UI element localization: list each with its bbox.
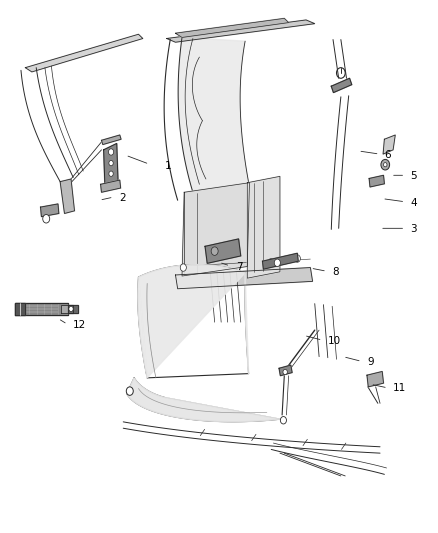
- Text: 8: 8: [332, 267, 339, 277]
- Text: 5: 5: [410, 172, 417, 181]
- Polygon shape: [205, 239, 241, 263]
- Polygon shape: [182, 183, 250, 276]
- Circle shape: [294, 255, 300, 262]
- Circle shape: [43, 215, 49, 223]
- Circle shape: [274, 259, 280, 266]
- Polygon shape: [102, 135, 121, 144]
- Circle shape: [211, 247, 218, 255]
- Polygon shape: [279, 365, 292, 376]
- Polygon shape: [367, 372, 384, 387]
- Circle shape: [280, 417, 286, 424]
- Circle shape: [283, 369, 287, 375]
- Polygon shape: [15, 303, 67, 316]
- Circle shape: [381, 159, 390, 170]
- Polygon shape: [25, 34, 143, 72]
- Polygon shape: [247, 176, 280, 278]
- Polygon shape: [67, 305, 78, 313]
- Circle shape: [109, 160, 113, 166]
- Text: 10: 10: [328, 336, 341, 346]
- Text: 9: 9: [367, 357, 374, 367]
- Circle shape: [180, 264, 186, 271]
- Polygon shape: [176, 18, 289, 37]
- Polygon shape: [167, 20, 315, 42]
- Polygon shape: [331, 78, 352, 93]
- Text: 12: 12: [73, 320, 86, 330]
- Text: 6: 6: [385, 150, 391, 160]
- Text: 3: 3: [410, 224, 417, 235]
- Polygon shape: [262, 253, 298, 269]
- Text: 7: 7: [237, 262, 243, 271]
- Polygon shape: [138, 264, 249, 378]
- Polygon shape: [41, 204, 59, 216]
- Text: 1: 1: [165, 161, 171, 171]
- Circle shape: [384, 163, 387, 167]
- Circle shape: [109, 171, 113, 176]
- Circle shape: [109, 149, 114, 155]
- Polygon shape: [60, 179, 74, 214]
- Polygon shape: [369, 175, 385, 187]
- Text: 2: 2: [119, 192, 126, 203]
- Circle shape: [268, 259, 274, 266]
- Polygon shape: [127, 378, 280, 422]
- Text: 4: 4: [410, 198, 417, 208]
- Polygon shape: [104, 143, 118, 188]
- Polygon shape: [178, 37, 250, 192]
- Polygon shape: [61, 305, 73, 313]
- Text: 11: 11: [393, 383, 406, 393]
- Circle shape: [69, 306, 73, 312]
- Polygon shape: [15, 303, 25, 316]
- Polygon shape: [101, 180, 120, 192]
- Polygon shape: [383, 135, 395, 154]
- Polygon shape: [176, 268, 313, 289]
- Circle shape: [126, 387, 133, 395]
